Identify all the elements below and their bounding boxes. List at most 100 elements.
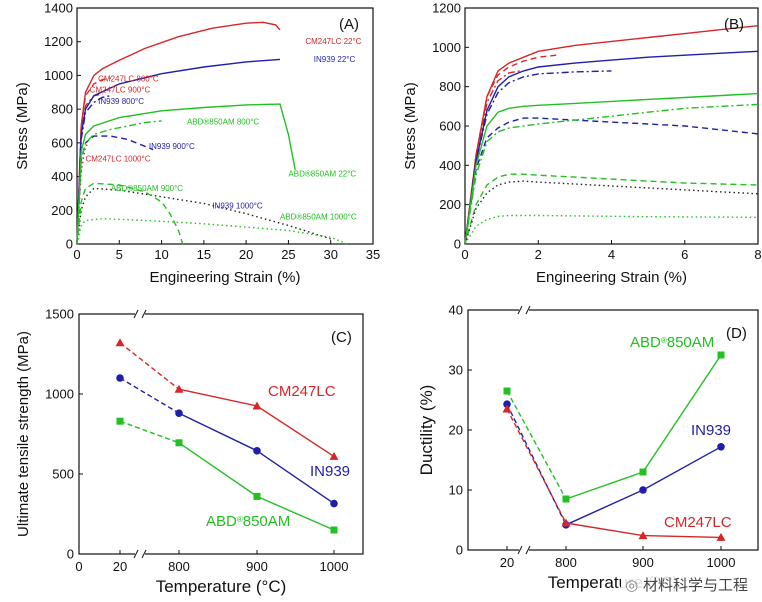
data-point-circle (717, 443, 725, 451)
data-point-triangle (252, 401, 262, 410)
series-annotation: IN939 1000°C (212, 202, 263, 211)
watermark-text: 材料科学与工程 (642, 576, 748, 594)
data-point-square (253, 492, 261, 500)
series-dashed-segment (506, 403, 567, 526)
series-line (464, 50, 759, 245)
axis-break-mark (525, 545, 531, 555)
series-annotation: IN939 900°C (149, 142, 195, 151)
panel-label: (C) (331, 329, 352, 346)
data-point-square (562, 495, 570, 503)
series-line (76, 77, 111, 245)
axis-break-gap (135, 310, 145, 318)
axis-break-mark (525, 305, 531, 315)
series-line (464, 103, 759, 245)
y-tick-label: 1000 (44, 68, 73, 83)
x-tick-label: 1000 (707, 555, 736, 570)
y-tick-label: 800 (439, 79, 461, 94)
series-dashed-segment (119, 420, 180, 444)
series-label: CM247LC (268, 383, 336, 400)
series-label: ABD®850AM (630, 334, 714, 351)
series-annotation: IN939 800°C (98, 97, 144, 106)
series-label-text: ABD (206, 513, 237, 530)
y-tick-label: 600 (439, 119, 461, 134)
x-axis-title: Engineering Strain (%) (150, 269, 301, 286)
series-annotation: ABD®850AM 800°C (187, 117, 259, 126)
series-line (76, 182, 184, 245)
data-point-square (639, 468, 647, 476)
series-line (76, 217, 348, 245)
axis-break-mark (141, 309, 147, 319)
series-line (464, 173, 759, 245)
data-point-triangle (716, 532, 726, 541)
series-annotation: CM247LC 800°C (98, 74, 159, 83)
series-label: IN939 (691, 422, 731, 439)
plot-frame (76, 7, 374, 245)
axis-break-gap (135, 550, 145, 558)
data-point-square (330, 526, 338, 534)
x-tick-label: 10 (154, 247, 168, 262)
x-tick-label: 900 (246, 559, 268, 574)
axis-break-mark (517, 545, 523, 555)
y-tick-label: 10 (449, 483, 463, 498)
series-dashed-segment (506, 390, 567, 500)
watermark: ◎ 材料科学与工程 (621, 573, 752, 596)
x-tick-label: 6 (681, 247, 688, 262)
panel-c: 0 20 800 900 1000 0 500 1000 1500 CM247LC IN939 ABD… (15, 307, 364, 596)
series-line (76, 120, 162, 245)
y-tick-label: 0 (67, 547, 74, 562)
x-tick-label: 15 (197, 247, 211, 262)
y-tick-label: 600 (51, 135, 73, 150)
y-tick-label: 1000 (45, 387, 74, 402)
x-tick-label: 20 (239, 247, 253, 262)
series-label: CM247LC (664, 514, 732, 531)
data-point-circle (503, 400, 511, 409)
y-tick-label: 500 (52, 467, 74, 482)
data-point-triangle (329, 451, 339, 460)
data-point-circle (116, 374, 124, 382)
x-tick-label: 900 (632, 555, 654, 570)
data-point-triangle (115, 338, 125, 347)
series-annotation: ABD®850AM 1000°C (280, 213, 357, 222)
x-tick-label: 20 (500, 555, 514, 570)
series-line (464, 70, 521, 245)
y-tick-label: 30 (449, 363, 463, 378)
registered-mark: ® (237, 515, 243, 524)
y-tick-label: 1500 (45, 307, 74, 322)
y-axis-title: Ultimate tensile strength (MPa) (15, 331, 32, 537)
series-line (464, 25, 759, 245)
x-tick-label: 5 (116, 247, 123, 262)
y-tick-label: 40 (449, 303, 463, 318)
series-annotation: ABD®850AM 900°C (111, 184, 183, 193)
y-tick-label: 1200 (44, 34, 73, 49)
series-label-text: IN939 (310, 463, 350, 480)
data-point-circle (639, 486, 647, 494)
series-line (76, 95, 111, 245)
series-annotation: CM247LC 1000°C (85, 154, 150, 163)
series-line (464, 180, 759, 245)
series-dashed-segment (119, 377, 180, 414)
axis-break-mark (517, 305, 523, 315)
y-tick-label: 1000 (432, 40, 461, 55)
x-tick-label: 0 (461, 247, 468, 262)
y-tick-label: 400 (51, 169, 73, 184)
series-annotation: ABD®850AM 22°C (288, 170, 356, 179)
x-tick-label: 30 (323, 247, 337, 262)
x-tick-label: 0 (75, 559, 82, 574)
series-annotation: CM247LC 22°C (305, 37, 361, 46)
y-tick-label: 800 (51, 102, 73, 117)
axis-break-mark (133, 309, 139, 319)
y-tick-label: 0 (66, 237, 73, 252)
series-dashed-segment (119, 342, 180, 390)
series-label-text: 850AM (243, 513, 291, 530)
x-tick-label: 800 (168, 559, 190, 574)
axis-break-gap (519, 546, 529, 554)
series-dashed-segment (506, 408, 567, 524)
y-axis-title: Ductility (%) (417, 385, 436, 476)
series-line (464, 70, 612, 245)
y-tick-label: 1200 (432, 1, 461, 16)
x-tick-label: 20 (113, 559, 127, 574)
x-tick-label: 8 (754, 247, 761, 262)
y-tick-label: 1400 (44, 1, 73, 16)
series-line (76, 135, 154, 245)
